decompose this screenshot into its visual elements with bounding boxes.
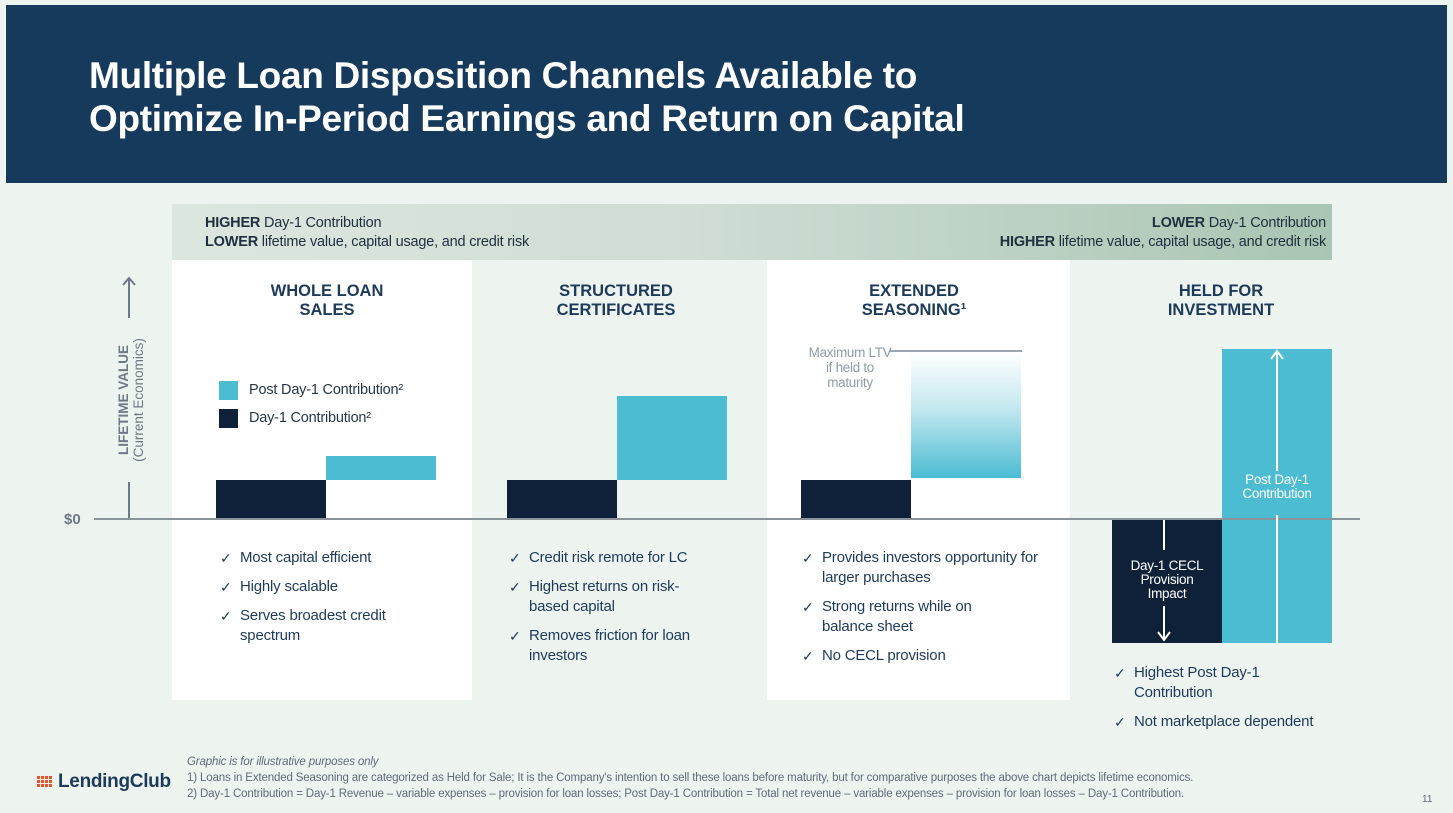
tradeoff-band: HIGHER Day-1 Contribution LOWER lifetime…	[172, 204, 1332, 260]
page-number: 11	[1422, 794, 1433, 805]
list-item: ✓ Removes friction for loan investors	[509, 627, 690, 664]
checklist-structured-certificates: ✓ Credit risk remote for LC ✓ Highest retu…	[509, 548, 709, 675]
checklist-extended-seasoning: ✓ Provides investors opportunity for larg…	[802, 548, 1042, 675]
max-ltv-line	[890, 350, 1022, 352]
list-item: ✓ Highest Post Day-1 Contribution	[1114, 664, 1260, 701]
check-icon: ✓	[802, 648, 814, 664]
footnotes: Graphic is for illustrative purposes onl…	[187, 754, 1193, 802]
legend-label-post: Post Day-1 Contribution²	[249, 382, 403, 398]
band-right-line-2: HIGHER lifetime value, capital usage, an…	[999, 234, 1326, 250]
arrow-up-icon	[1270, 349, 1284, 643]
bar-structured-post	[617, 396, 727, 480]
lendingclub-logo: LendingClub	[37, 770, 171, 794]
list-item: ✓ Not marketplace dependent	[1114, 713, 1314, 730]
list-item: ✓ Provides investors opportunity for larg…	[802, 549, 1038, 586]
zero-label: $0	[64, 511, 81, 528]
zero-baseline	[94, 518, 1360, 520]
logo-wordmark: LendingClub	[58, 771, 171, 792]
band-left-line-2: LOWER lifetime value, capital usage, and…	[205, 234, 530, 250]
arrow-down-icon	[1157, 520, 1171, 642]
check-icon: ✓	[1114, 714, 1126, 730]
bar-whole-loan-post	[326, 456, 436, 480]
list-item: ✓ Highest returns on risk-based capital	[509, 578, 680, 615]
list-item: ✓ Strong returns while on balance sheet	[802, 598, 972, 635]
max-ltv-label: Maximum LTV if held to maturity	[808, 345, 892, 390]
checklist-held-for-investment: ✓ Highest Post Day-1 Contribution ✓ Not ma…	[1114, 663, 1344, 741]
heading-held-for-investment: HELD FOR INVESTMENT	[1167, 282, 1275, 319]
footnote-2: 2) Day-1 Contribution = Day-1 Revenue – …	[187, 788, 1185, 800]
check-icon: ✓	[802, 599, 814, 615]
list-item: ✓ Serves broadest credit spectrum	[220, 607, 386, 644]
hfi-cecl-label: Day-1 CECL Provision Impact	[1130, 558, 1204, 601]
list-item: ✓ Most capital efficient	[220, 549, 372, 566]
legend-swatch-post	[219, 381, 238, 400]
bar-whole-loan-day1	[216, 480, 326, 518]
check-icon: ✓	[802, 550, 814, 566]
slide-title: Multiple Loan Disposition Channels Avail…	[89, 55, 965, 139]
check-icon: ✓	[220, 608, 232, 624]
legend-label-day1: Day-1 Contribution²	[249, 410, 371, 426]
heading-structured-certificates: STRUCTURED CERTIFICATES	[556, 282, 676, 319]
band-left-line-1: HIGHER Day-1 Contribution	[205, 215, 382, 231]
footnote-1: 1) Loans in Extended Seasoning are categ…	[187, 772, 1194, 784]
list-item: ✓ No CECL provision	[802, 647, 946, 664]
logo-grid-icon	[37, 775, 53, 789]
check-icon: ✓	[509, 550, 521, 566]
footnote-illustrative: Graphic is for illustrative purposes onl…	[187, 756, 379, 768]
list-item: ✓ Credit risk remote for LC	[509, 549, 688, 566]
heading-extended-seasoning: EXTENDED SEASONING¹	[861, 282, 967, 319]
bar-seasoning-day1	[801, 480, 911, 518]
y-axis-label-main: LIFETIME VALUE	[116, 345, 131, 455]
check-icon: ✓	[509, 579, 521, 595]
check-icon: ✓	[1114, 665, 1126, 681]
axis-up-arrow-icon	[122, 276, 136, 318]
hfi-post-label: Post Day-1 Contribution	[1242, 472, 1312, 501]
bar-seasoning-post-gradient	[911, 352, 1021, 478]
band-right-line-1: LOWER Day-1 Contribution	[1151, 215, 1326, 231]
title-banner: Multiple Loan Disposition Channels Avail…	[6, 5, 1447, 183]
bar-hfi-cecl	[1112, 518, 1222, 643]
y-axis-label: LIFETIME VALUE (Current Economics)	[116, 338, 146, 462]
axis-line	[128, 482, 130, 520]
heading-whole-loan-sales: WHOLE LOAN SALES	[270, 282, 384, 319]
check-icon: ✓	[509, 628, 521, 644]
y-axis-label-sub: (Current Economics)	[131, 338, 146, 462]
legend-swatch-day1	[219, 409, 238, 428]
check-icon: ✓	[220, 550, 232, 566]
check-icon: ✓	[220, 579, 232, 595]
checklist-whole-loan-sales: ✓ Most capital efficient ✓ Highly scalable…	[220, 548, 450, 655]
bar-structured-day1	[507, 480, 617, 518]
list-item: ✓ Highly scalable	[220, 578, 338, 595]
